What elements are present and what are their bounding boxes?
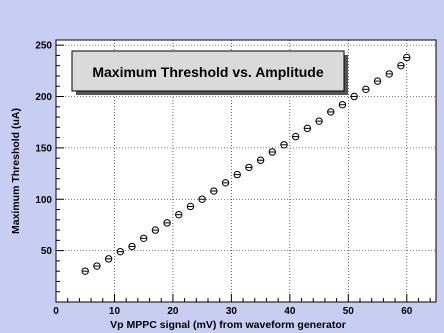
data-point bbox=[373, 77, 382, 85]
x-axis-label: Vp MPPC signal (mV) from waveform genera… bbox=[110, 319, 346, 331]
x-tick-label: 60 bbox=[401, 306, 413, 317]
data-point bbox=[93, 262, 101, 270]
data-point bbox=[81, 267, 89, 275]
data-point bbox=[128, 242, 136, 251]
data-point bbox=[397, 61, 405, 70]
y-tick-labels: 50 100 150 200 250 bbox=[35, 41, 52, 257]
data-point bbox=[338, 101, 347, 109]
data-point bbox=[210, 187, 218, 195]
x-tick-label: 10 bbox=[109, 306, 121, 317]
chart-title: Maximum Threshold vs. Amplitude bbox=[92, 64, 324, 80]
data-point bbox=[151, 226, 160, 234]
x-tick-label: 40 bbox=[284, 306, 296, 317]
data-point bbox=[315, 117, 323, 125]
y-tick-label: 150 bbox=[35, 143, 52, 154]
data-point bbox=[303, 124, 312, 133]
y-tick-label: 50 bbox=[41, 246, 53, 257]
data-point bbox=[268, 148, 277, 156]
data-point bbox=[186, 202, 195, 211]
data-point bbox=[139, 234, 148, 242]
x-tick-label: 30 bbox=[226, 306, 238, 317]
x-tick-label: 50 bbox=[343, 306, 355, 317]
y-tick-label: 250 bbox=[35, 41, 52, 52]
data-point bbox=[163, 219, 171, 227]
data-point bbox=[175, 210, 183, 219]
data-point bbox=[403, 53, 411, 62]
data-point bbox=[291, 132, 300, 141]
x-tick-label: 20 bbox=[167, 306, 179, 317]
data-point bbox=[221, 179, 230, 187]
data-point bbox=[116, 247, 125, 256]
y-tick-label: 200 bbox=[35, 92, 52, 103]
data-point bbox=[233, 170, 241, 179]
y-tick-label: 100 bbox=[35, 195, 52, 206]
data-point bbox=[362, 85, 370, 94]
data-point bbox=[104, 255, 113, 263]
data-point bbox=[245, 163, 253, 172]
y-axis-label: Maximum Threshold (uA) bbox=[10, 108, 22, 234]
data-point bbox=[280, 141, 288, 149]
data-point bbox=[256, 156, 265, 164]
data-point bbox=[350, 92, 358, 101]
data-point bbox=[198, 195, 206, 203]
data-point bbox=[327, 108, 335, 116]
data-points bbox=[81, 53, 411, 275]
data-point bbox=[385, 70, 393, 78]
plot-frame bbox=[55, 39, 437, 303]
x-tick-label: 0 bbox=[53, 306, 59, 317]
title-box: Maximum Threshold vs. Amplitude bbox=[71, 50, 348, 95]
axis-ticks bbox=[55, 44, 431, 302]
x-tick-labels: 0 10 20 30 40 50 60 bbox=[53, 306, 413, 317]
